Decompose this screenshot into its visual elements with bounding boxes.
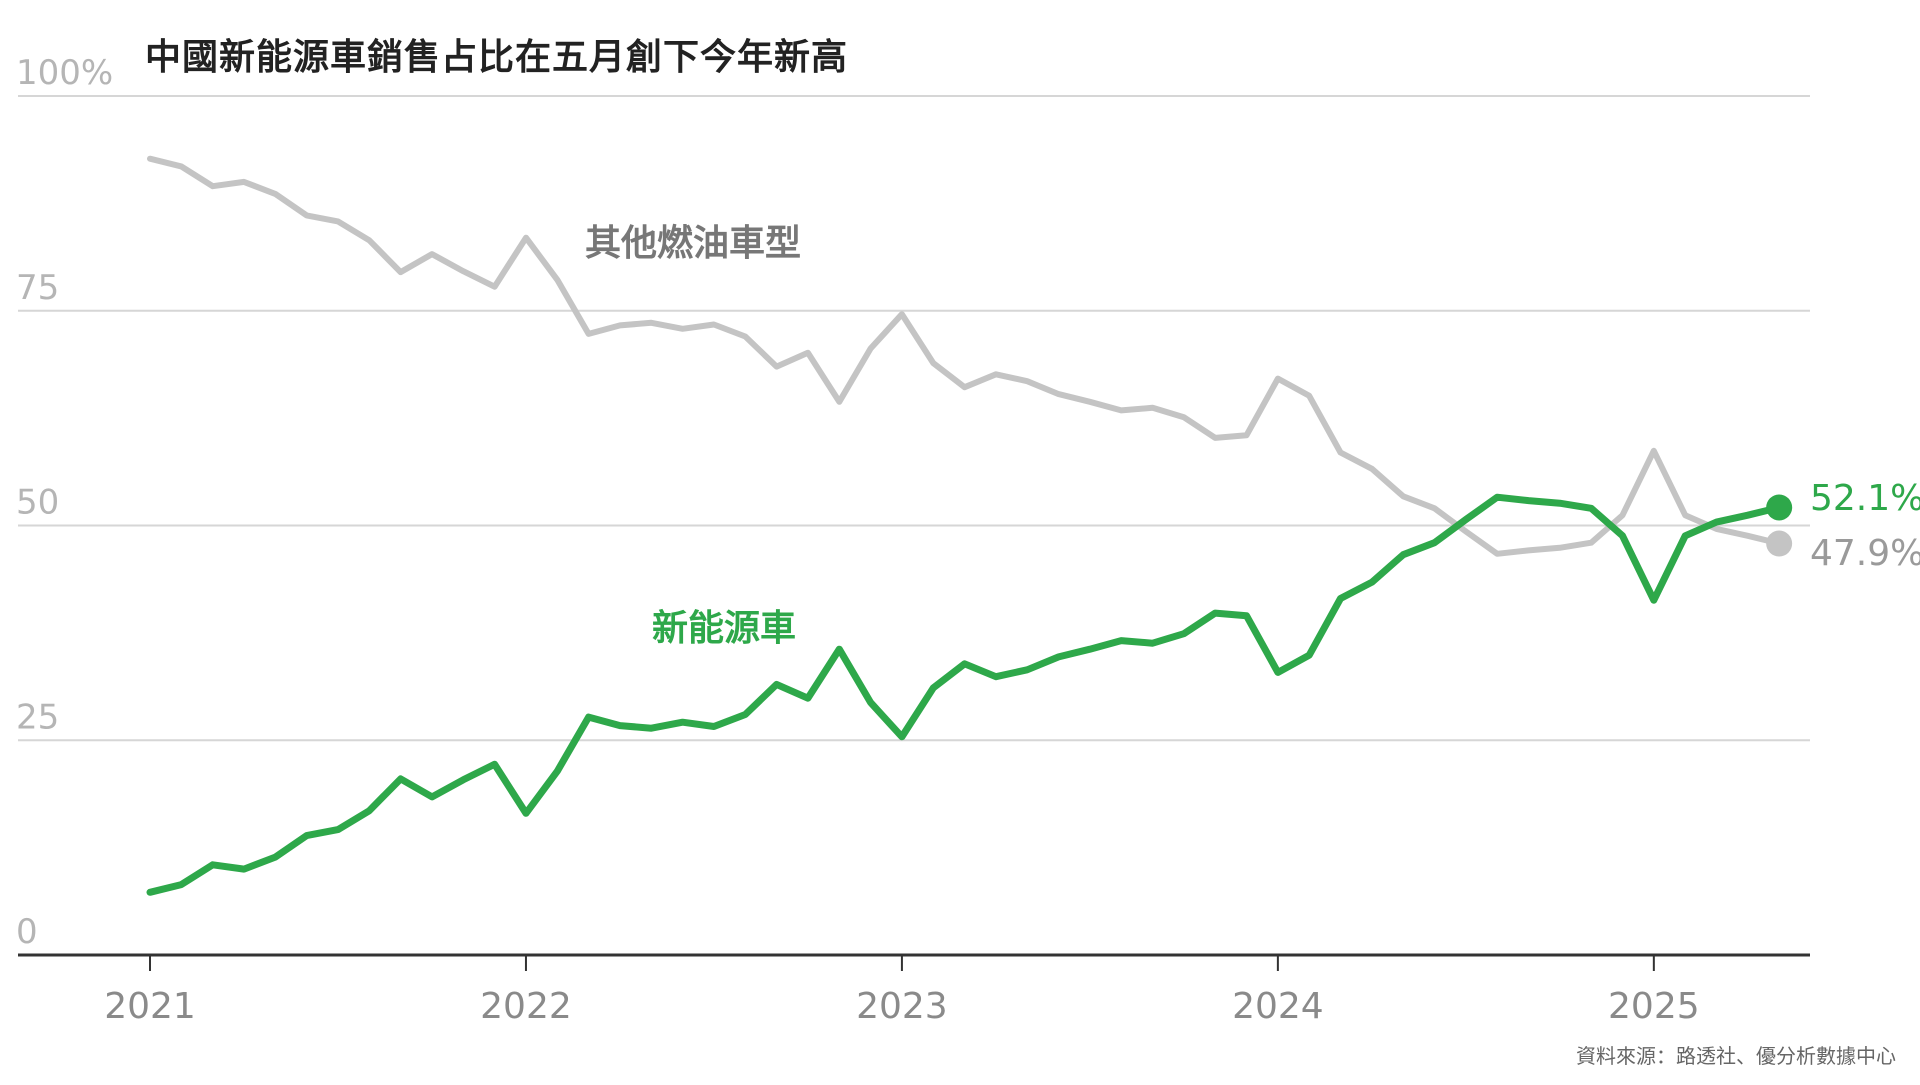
x-tick-label: 2021 (104, 986, 196, 1027)
end-label-ice: 47.9% (1810, 533, 1920, 574)
end-point-ice (1766, 530, 1793, 557)
chart-title: 中國新能源車銷售占比在五月創下今年新高 (145, 37, 849, 78)
grid-lines (18, 95, 1810, 957)
x-tick-label: 2023 (856, 986, 948, 1027)
series-line-ice (147, 155, 1783, 557)
y-axis-tick-labels: 0 25 50 75 100% (16, 53, 113, 952)
y-tick-label: 50 (16, 483, 59, 523)
series-label-ice: 其他燃油車型 (585, 223, 801, 264)
x-tick-label: 2022 (480, 986, 572, 1027)
end-label-nev: 52.1% (1810, 478, 1920, 519)
series-line-nev (146, 493, 1783, 896)
y-tick-label: 0 (16, 912, 38, 952)
y-tick-label: 100% (16, 53, 113, 93)
x-axis-tick-labels: 2021 2022 2023 2024 2025 (104, 955, 1700, 1027)
x-tick-label: 2025 (1608, 986, 1700, 1027)
source-note: 資料來源：路透社、優分析數據中心 (1576, 1044, 1896, 1068)
series-labels: 其他燃油車型 新能源車 52.1% 47.9% (585, 223, 1920, 649)
series-label-nev: 新能源車 (652, 608, 796, 649)
series-lines (146, 155, 1793, 896)
y-tick-label: 25 (16, 697, 59, 737)
y-tick-label: 75 (16, 268, 59, 308)
x-tick-label: 2024 (1232, 986, 1324, 1027)
end-point-nev (1766, 494, 1793, 521)
